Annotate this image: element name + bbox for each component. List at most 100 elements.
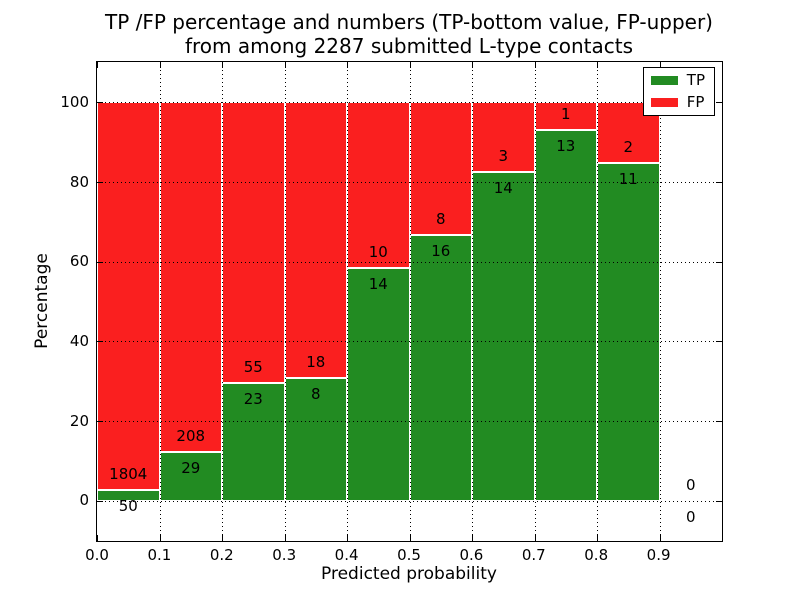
legend: TP FP <box>642 67 715 116</box>
gridline-horizontal <box>97 181 722 183</box>
fp-bar-segment <box>472 101 535 173</box>
x-tick-label: 0.2 <box>209 546 234 564</box>
legend-entry-tp: TP <box>650 71 705 89</box>
y-axis-tick <box>716 261 722 263</box>
y-tick-label: 40 <box>69 331 89 350</box>
gridline-horizontal <box>97 421 722 423</box>
x-axis-tick <box>659 535 661 541</box>
y-axis-tick <box>716 421 722 423</box>
y-axis-label: Percentage <box>32 253 52 349</box>
x-axis-tick <box>347 62 348 68</box>
x-tick-label: 0.7 <box>521 546 546 564</box>
chart-title-line1: TP /FP percentage and numbers (TP-bottom… <box>105 10 713 34</box>
tp-bar-segment <box>347 268 410 502</box>
y-axis-tick <box>97 341 103 343</box>
gridline-vertical <box>534 62 536 541</box>
gridline-vertical <box>159 62 161 541</box>
x-axis-tick <box>472 62 473 68</box>
tp-count-label: 8 <box>310 385 321 404</box>
x-axis-tick <box>159 62 161 68</box>
x-axis-tick <box>97 62 98 68</box>
x-axis-tick <box>659 62 661 68</box>
fp-count-label: 1 <box>560 105 571 124</box>
fp-count-label: 3 <box>498 147 509 166</box>
gridline-vertical <box>222 62 223 541</box>
x-tick-label: 0.9 <box>646 546 671 564</box>
x-axis-tick <box>597 535 598 541</box>
x-tick-label: 0.5 <box>397 546 421 564</box>
y-axis-tick <box>97 421 103 423</box>
x-axis-tick <box>159 535 161 541</box>
fp-bar-segment <box>284 101 347 379</box>
x-tick-label: 0.1 <box>147 546 172 564</box>
x-axis-tick <box>534 535 536 541</box>
gridline-vertical <box>409 62 411 541</box>
chart-title: TP /FP percentage and numbers (TP-bottom… <box>97 10 721 58</box>
y-tick-label: 80 <box>69 172 89 191</box>
legend-label-fp: FP <box>686 93 705 111</box>
x-axis-tick <box>97 535 98 541</box>
fp-count-label: 208 <box>176 427 206 446</box>
tp-bar-segment <box>472 172 535 502</box>
tp-bar-segment <box>409 234 472 502</box>
tp-count-label: 14 <box>368 275 388 294</box>
y-axis-tick <box>97 101 103 103</box>
x-axis-tick <box>409 535 411 541</box>
fp-bar-segment <box>159 101 222 453</box>
gridline-horizontal <box>97 101 722 103</box>
x-axis-tick <box>284 62 286 68</box>
plot-area: 1804 50 208 29 55 23 18 8 10 14 8 16 3 14 1 13 2 11 0 0 TP … <box>96 61 723 542</box>
x-tick-label: 0.3 <box>272 546 297 564</box>
y-axis-tick <box>97 261 103 263</box>
y-tick-label: 20 <box>69 411 89 430</box>
gridline-vertical <box>347 62 348 541</box>
y-axis-tick <box>716 341 722 343</box>
x-tick-label: 0.0 <box>85 546 109 564</box>
x-axis-tick <box>534 62 536 68</box>
fp-count-label: 18 <box>306 353 326 372</box>
gridline-horizontal <box>97 341 722 343</box>
y-axis-tick <box>716 501 722 503</box>
x-axis-tick <box>222 535 223 541</box>
y-axis-tick <box>97 501 103 503</box>
legend-label-tp: TP <box>686 71 705 89</box>
tp-count-label: 13 <box>556 137 576 156</box>
x-axis-tick <box>409 62 411 68</box>
gridline-horizontal <box>97 261 722 263</box>
x-tick-label: 0.4 <box>334 546 359 564</box>
tp-bar-segment <box>97 490 160 502</box>
x-axis-tick <box>472 535 473 541</box>
tp-count-label: 0 <box>685 508 696 527</box>
fp-count-label: 1804 <box>109 465 148 484</box>
fp-bar-segment <box>222 101 285 384</box>
gridline-vertical <box>659 62 661 541</box>
y-axis-tick <box>716 101 722 103</box>
x-tick-label: 0.6 <box>459 546 484 564</box>
y-tick-label: 0 <box>79 491 89 510</box>
tp-count-label: 16 <box>431 241 451 260</box>
tp-bar-segment <box>597 163 660 502</box>
fp-legend-swatch-icon <box>650 98 678 107</box>
tp-bar-segment <box>284 378 347 502</box>
fp-bar-segment <box>409 101 472 235</box>
chart-title-line2: from among 2287 submitted L-type contact… <box>184 34 634 58</box>
tp-count-label: 23 <box>243 390 263 409</box>
x-axis-tick <box>597 62 598 68</box>
tp-count-label: 29 <box>181 459 201 478</box>
y-axis-tick-labels: 0 20 40 60 80 100 <box>0 62 89 540</box>
legend-entry-fp: FP <box>650 93 705 111</box>
fp-count-label: 8 <box>435 210 446 228</box>
gridline-vertical <box>284 62 286 541</box>
tp-count-label: 50 <box>118 497 138 516</box>
x-axis-tick <box>347 535 348 541</box>
tp-count-label: 11 <box>618 170 638 189</box>
tp-bar-segment <box>534 130 597 502</box>
y-axis-tick <box>97 181 103 183</box>
fp-bar-segment <box>534 101 597 131</box>
tp-count-label: 14 <box>493 179 513 198</box>
plot-canvas: 1804 50 208 29 55 23 18 8 10 14 8 16 3 14 1 13 2 11 0 0 <box>97 62 722 541</box>
fp-count-label: 55 <box>243 358 263 377</box>
fp-count-label: 10 <box>368 243 388 262</box>
fp-bar-segment <box>97 101 160 491</box>
